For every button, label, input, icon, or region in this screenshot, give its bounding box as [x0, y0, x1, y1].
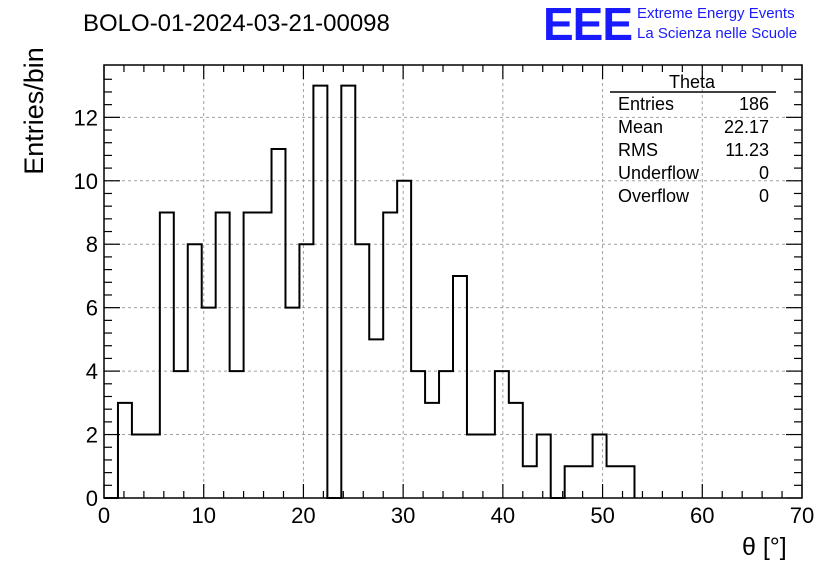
x-tick-label: 70	[790, 503, 814, 528]
x-tick-labels: 0 10 20 30 40 50 60 70	[98, 503, 814, 528]
y-tick-label: 8	[86, 232, 98, 257]
y-tick-label: 0	[86, 486, 98, 511]
axis-ticks	[103, 65, 803, 499]
x-tick-label: 60	[690, 503, 714, 528]
stats-rows: Entries 186 Mean 22.17 RMS 11.23 Underflow 0 Ove…	[618, 94, 769, 206]
y-tick-label: 12	[74, 105, 98, 130]
y-tick-label: 2	[86, 423, 98, 448]
y-tick-label: 6	[86, 296, 98, 321]
stats-value: 0	[759, 163, 769, 183]
stats-label: Underflow	[618, 163, 700, 183]
x-tick-label: 0	[98, 503, 110, 528]
y-tick-labels: 0 2 4 6 8 10 12	[74, 105, 98, 511]
histogram-series	[104, 84, 636, 499]
y-tick-label: 4	[86, 359, 98, 384]
stats-value: 11.23	[725, 140, 769, 160]
x-tick-label: 40	[491, 503, 515, 528]
x-tick-label: 30	[391, 503, 415, 528]
y-tick-label: 10	[74, 169, 98, 194]
grid-lines	[104, 65, 802, 498]
x-tick-label: 50	[590, 503, 614, 528]
stats-value: 22.17	[724, 117, 769, 137]
stats-box: Theta Entries 186 Mean 22.17 RMS 11.23 Underfl…	[610, 72, 776, 206]
stats-label: Entries	[618, 94, 674, 114]
logo-line-1: Extreme Energy Events	[637, 5, 795, 22]
x-tick-label: 10	[191, 503, 215, 528]
stats-label: RMS	[618, 140, 658, 160]
eee-logo: EEE	[543, 0, 633, 50]
run-title: BOLO-01-2024-03-21-00098	[83, 10, 390, 37]
stats-value: 186	[739, 94, 769, 114]
y-axis-label: Entries/bin	[19, 47, 49, 175]
stats-label: Overflow	[618, 186, 690, 206]
x-tick-label: 20	[291, 503, 315, 528]
x-axis-label: θ [°]	[742, 533, 787, 561]
stats-value: 0	[759, 186, 769, 206]
stats-label: Mean	[618, 117, 663, 137]
stats-title: Theta	[669, 72, 716, 92]
plot-frame	[103, 64, 803, 499]
logo-line-2: La Scienza nelle Scuole	[637, 25, 798, 42]
